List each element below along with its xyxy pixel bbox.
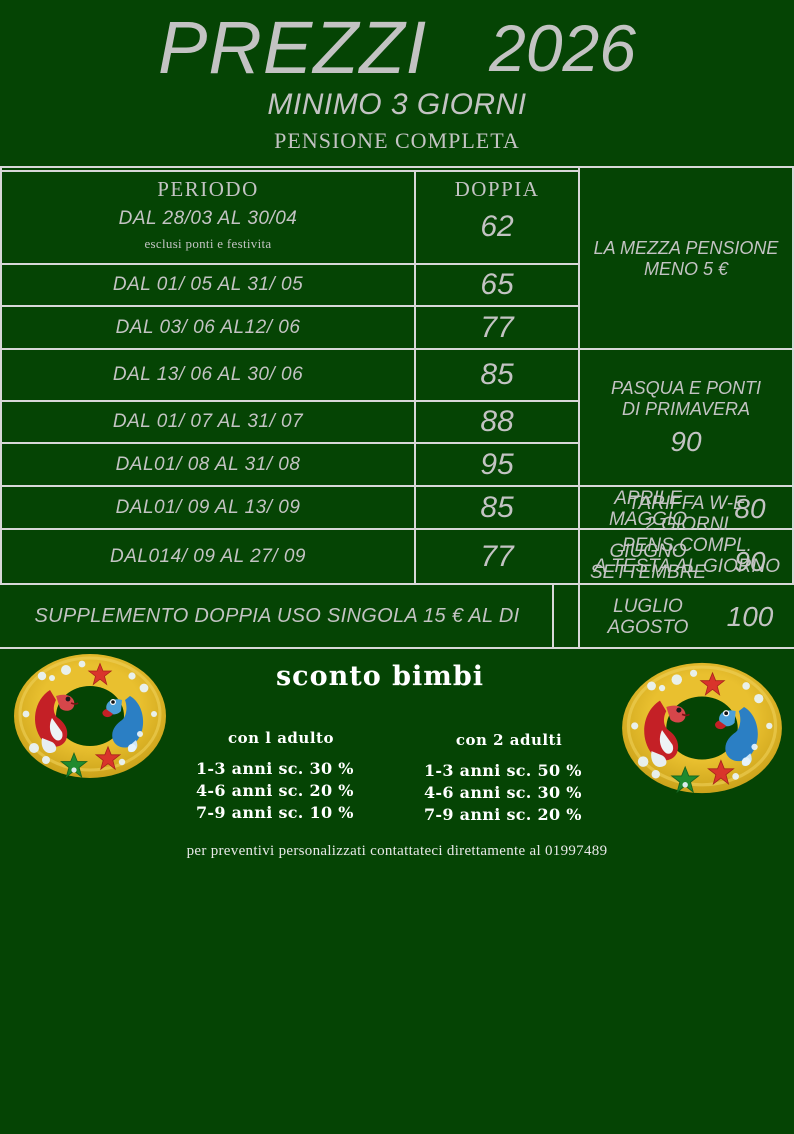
discount-col1-header: con l adulto [228, 729, 334, 747]
column-header-doppia: DOPPIA [454, 176, 540, 201]
sconto-bimbi-section: sconto bimbi con l adulto 1-3 anni sc. 3… [0, 651, 794, 891]
table-rule-r1 [0, 263, 580, 265]
table-rule-r5 [0, 442, 580, 444]
season-label-0: APRILE MAGGIO [584, 484, 712, 534]
period-cell-4: DAL 01/ 07 AL 31/ 07 [112, 411, 304, 432]
dolphin-red-icon [35, 690, 79, 754]
period-cell-7: DAL014/ 09 AL 27/ 09 [110, 545, 306, 567]
page-header: PREZZI 2026 MINIMO 3 GIORNI PENSIONE COMP… [0, 0, 794, 166]
price-cell-3: 85 [480, 358, 514, 391]
table-vrule-right [792, 166, 794, 583]
starfish-red-top-icon [699, 671, 726, 696]
price-cell-0: 62 [480, 210, 514, 243]
table-vrule-periodo-doppia [414, 170, 416, 583]
table-rule-r4 [0, 400, 580, 402]
table-rule-r3 [0, 348, 794, 350]
year-title: 2026 [489, 11, 636, 85]
period-cell-5: DAL01/ 08 AL 31/ 08 [115, 453, 301, 475]
period-cell-6: DAL01/ 09 AL 13/ 09 [115, 496, 301, 518]
swim-ring-icon-left [14, 654, 166, 779]
discount-col1-line-2: 7-9 anni sc. 10 % [196, 803, 354, 822]
season-0-line2: MAGGIO [608, 509, 688, 530]
period-cell-3: DAL 13/ 06 AL 30/ 06 [112, 364, 304, 385]
note-mezza-pensione: LA MEZZA PENSIONE MENO 5 € [580, 170, 792, 348]
page-title: PREZZI [158, 6, 428, 89]
bubbles-icon [22, 660, 157, 773]
season-price-2: 100 [726, 601, 774, 632]
note-mezza-pensione-line2: MENO 5 € [643, 259, 729, 279]
footer-contact-note: per preventivi personalizzati contattate… [186, 843, 608, 859]
table-rule-bottom [0, 647, 794, 649]
note-we-line4: A TESTA AL GIORNO [593, 556, 781, 577]
note-we-line3: PENS.COMPL. [622, 535, 752, 556]
season-price-0: 80 [734, 493, 766, 524]
note-we-line2: 2 GIORNI [645, 514, 729, 535]
note-pasqua-ponti: PASQUA E PONTI DI PRIMAVERA 90 [580, 350, 792, 485]
period-cell-2: DAL 03/ 06 AL12/ 06 [115, 316, 301, 338]
note-pasqua-price: 90 [670, 425, 702, 457]
season-2-line2: AGOSTO [607, 617, 689, 638]
dolphin-blue-icon [715, 706, 758, 766]
table-rule-r8 [0, 583, 794, 585]
table-vrule-left [0, 166, 2, 583]
season-2-line1: LUGLIO [613, 596, 683, 617]
price-cell-6: 85 [480, 490, 514, 524]
table-rule-top [0, 166, 794, 168]
note-pasqua-line1: PASQUA E PONTI [610, 377, 762, 398]
season-label-2: LUGLIO AGOSTO [584, 589, 712, 645]
table-rule-r2 [0, 305, 580, 307]
table-vrule-supplemento [552, 585, 554, 647]
column-header-periodo: PERIODO [157, 176, 259, 201]
table-rule-r7 [0, 528, 794, 530]
note-tariffa-we: TARIFFA W-E 2 GIORNI PENS.COMPL. A TESTA… [580, 487, 794, 583]
season-price-1: 90 [734, 546, 766, 577]
note-mezza-pensione-line1: LA MEZZA PENSIONE [593, 238, 779, 258]
discount-column-1-adult: con l adulto 1-3 anni sc. 30 % 4-6 anni … [196, 729, 366, 824]
swim-ring-icon-right [622, 662, 782, 794]
dolphin-red-icon [644, 700, 690, 767]
discount-col2-line-0: 1-3 anni sc. 50 % [424, 761, 582, 780]
period-cell-0: DAL 28/03 AL 30/04 [118, 208, 298, 229]
price-cell-7: 77 [480, 539, 514, 573]
note-we-line1: TARIFFA W-E [628, 493, 746, 514]
discount-column-2-adults: con 2 adulti 1-3 anni sc. 50 % 4-6 anni … [424, 731, 594, 826]
discount-col2-line-1: 4-6 anni sc. 30 % [424, 783, 582, 802]
starfish-red-bottom-icon [707, 759, 735, 786]
starfish-red-bottom-icon [94, 745, 122, 771]
discount-col2-header: con 2 adulti [455, 731, 563, 749]
price-cell-2: 77 [480, 310, 514, 344]
season-1-line2: SETTEMBRE [589, 562, 707, 583]
season-1-line1: GIUGNO [609, 541, 687, 562]
bubbles-icon [631, 669, 773, 788]
period-cell-1: DAL 01/ 05 AL 31/ 05 [112, 274, 304, 295]
discount-col1-line-0: 1-3 anni sc. 30 % [196, 759, 354, 778]
starfish-red-top-icon [87, 662, 113, 686]
season-label-1: GIUGNO SETTEMBRE [584, 537, 712, 587]
price-cell-5: 95 [480, 447, 514, 481]
dolphin-blue-icon [102, 696, 144, 753]
note-pasqua-line2: DI PRIMAVERA [621, 398, 751, 419]
season-0-line1: APRILE [614, 488, 682, 509]
price-cell-1: 65 [480, 268, 514, 301]
subtitle-minimo-giorni: MINIMO 3 GIORNI [267, 88, 527, 121]
sconto-bimbi-title: sconto bimbi [275, 661, 484, 692]
price-cell-4: 88 [480, 405, 514, 438]
table-rule-r6 [0, 485, 794, 487]
table-vrule-doppia-note [578, 166, 580, 647]
subtitle-pensione-completa: PENSIONE COMPLETA [274, 128, 520, 153]
period-note-0: esclusi ponti e festivita [144, 236, 272, 251]
table-rule-top-inner [0, 170, 580, 172]
title-row: PREZZI 2026 [0, 6, 794, 90]
supplemento-cell: SUPPLEMENTO DOPPIA USO SINGOLA 15 € AL D… [34, 604, 520, 627]
discount-col2-line-2: 7-9 anni sc. 20 % [424, 805, 582, 824]
price-table: PERIODO DAL 28/03 AL 30/04 esclusi ponti… [0, 166, 794, 649]
discount-col1-line-1: 4-6 anni sc. 20 % [196, 781, 354, 800]
